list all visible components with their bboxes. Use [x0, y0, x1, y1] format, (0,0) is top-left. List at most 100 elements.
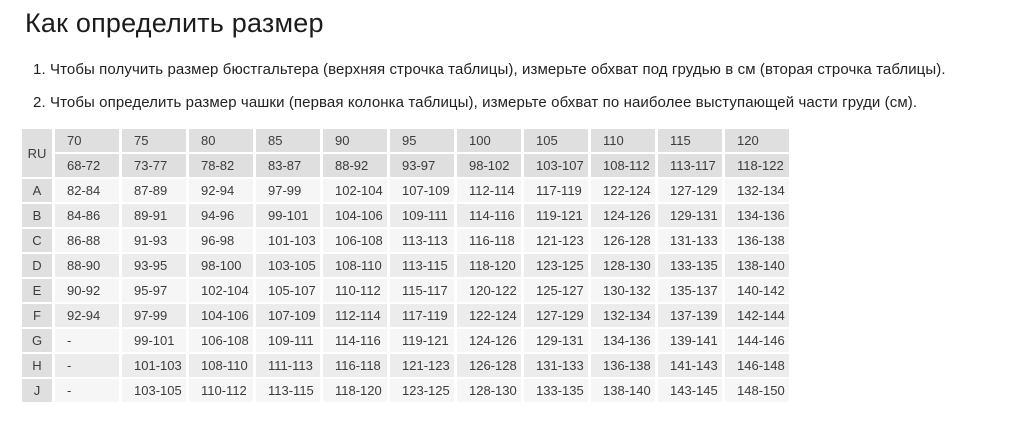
bust-range-cell: 138-140	[725, 254, 789, 277]
bust-range-cell: 139-141	[658, 329, 722, 352]
cup-row-F: F 92-94 97-99 104-106 107-109 112-114 117-119 1…	[22, 304, 789, 327]
bust-range-cell: 131-133	[524, 354, 588, 377]
bust-range-cell: 116-118	[457, 229, 521, 252]
bust-range-cell: 127-129	[524, 304, 588, 327]
bust-range-cell: 109-111	[256, 329, 320, 352]
cup-row-H: H -101-103 108-110 111-113 116-118 121-123 126…	[22, 354, 789, 377]
bust-range-cell: 134-136	[725, 204, 789, 227]
bust-range-cell: 133-135	[658, 254, 722, 277]
bust-range-cell: 97-99	[122, 304, 186, 327]
bust-range-cell: 148-150	[725, 379, 789, 402]
bust-range-cell: 144-146	[725, 329, 789, 352]
bust-range-cell: 116-118	[323, 354, 387, 377]
bust-range-cell: 132-134	[725, 179, 789, 202]
underbust-range-cell: 113-117	[658, 154, 722, 177]
instruction-step-1: 1. Чтобы получить размер бюстгальтера (в…	[33, 61, 946, 78]
bust-range-cell: 142-144	[725, 304, 789, 327]
bust-range-cell: 134-136	[591, 329, 655, 352]
bust-range-cell: 123-125	[390, 379, 454, 402]
bust-range-cell: 126-128	[457, 354, 521, 377]
bust-range-cell: 126-128	[591, 229, 655, 252]
instructions-list: 1. Чтобы получить размер бюстгальтера (в…	[33, 61, 1024, 111]
bust-range-cell: 120-122	[457, 279, 521, 302]
bust-range-cell: 114-116	[323, 329, 387, 352]
bust-range-cell: 136-138	[725, 229, 789, 252]
bust-range-cell: 129-131	[524, 329, 588, 352]
band-size-header-row: RU 70 75 80 85 90 95 100 105 110 115 120	[22, 129, 789, 177]
bust-range-cell: 124-126	[591, 204, 655, 227]
band-size-header: 115	[658, 129, 722, 152]
page-title: Как определить размер	[25, 8, 324, 38]
bust-range-cell: 107-109	[390, 179, 454, 202]
underbust-range-cell: 68-72	[55, 154, 119, 177]
band-size-header: 80	[189, 129, 253, 152]
bust-range-cell: 129-131	[658, 204, 722, 227]
cup-row-A: A 82-84 87-89 92-94 97-99 102-104 107-109 112-1…	[22, 179, 789, 202]
instruction-step-2: 2. Чтобы определить размер чашки (первая…	[33, 94, 918, 111]
bust-range-cell: 108-110	[189, 354, 253, 377]
band-size-header: 85	[256, 129, 320, 152]
bust-range-cell: 104-106	[323, 204, 387, 227]
bust-range-cell: 113-115	[390, 254, 454, 277]
bust-range-cell: 93-95	[122, 254, 186, 277]
band-size-header: 75	[122, 129, 186, 152]
underbust-range-row: 68-72 73-77 78-82 83-87 88-92 93-97 98-102 103-…	[22, 154, 789, 177]
bust-range-cell: 122-124	[591, 179, 655, 202]
band-size-header: 120	[725, 129, 789, 152]
cup-row-D: D 88-90 93-95 98-100 103-105 108-110 113-115 11…	[22, 254, 789, 277]
bust-range-cell: 119-121	[524, 204, 588, 227]
bust-range-cell: -	[55, 354, 119, 377]
bust-range-cell: 110-112	[189, 379, 253, 402]
band-size-header: 90	[323, 129, 387, 152]
cup-label: G	[22, 329, 52, 352]
bust-range-cell: 99-101	[256, 204, 320, 227]
bust-range-cell: 111-113	[256, 354, 320, 377]
bust-range-cell: 132-134	[591, 304, 655, 327]
bust-range-cell: 138-140	[591, 379, 655, 402]
bust-range-cell: 87-89	[122, 179, 186, 202]
bust-range-cell: 109-111	[390, 204, 454, 227]
bust-range-cell: 88-90	[55, 254, 119, 277]
bust-range-cell: 115-117	[390, 279, 454, 302]
bust-range-cell: 101-103	[256, 229, 320, 252]
cup-label: A	[22, 179, 52, 202]
bust-range-cell: 82-84	[55, 179, 119, 202]
bust-range-cell: 105-107	[256, 279, 320, 302]
bust-range-cell: 90-92	[55, 279, 119, 302]
band-size-header: 95	[390, 129, 454, 152]
bust-range-cell: 136-138	[591, 354, 655, 377]
bust-range-cell: 117-119	[524, 179, 588, 202]
bust-range-cell: 133-135	[524, 379, 588, 402]
band-size-header: 105	[524, 129, 588, 152]
band-size-header: 100	[457, 129, 521, 152]
bust-range-cell: 119-121	[390, 329, 454, 352]
bust-range-cell: 131-133	[658, 229, 722, 252]
bust-range-cell: 125-127	[524, 279, 588, 302]
cup-row-G: G -99-101 106-108 109-111 114-116 119-121 124-…	[22, 329, 789, 352]
bust-range-cell: 104-106	[189, 304, 253, 327]
underbust-range-cell: 83-87	[256, 154, 320, 177]
bust-range-cell: 84-86	[55, 204, 119, 227]
underbust-range-cell: 103-107	[524, 154, 588, 177]
bust-range-cell: 113-115	[256, 379, 320, 402]
underbust-range-cell: 118-122	[725, 154, 789, 177]
bust-range-cell: 101-103	[122, 354, 186, 377]
bust-range-cell: 113-113	[390, 229, 454, 252]
bust-range-cell: 97-99	[256, 179, 320, 202]
cup-label: D	[22, 254, 52, 277]
bust-range-cell: 106-108	[189, 329, 253, 352]
cup-label: E	[22, 279, 52, 302]
cup-row-E: E 90-92 95-97 102-104 105-107 110-112 115-117 1…	[22, 279, 789, 302]
cup-label: B	[22, 204, 52, 227]
cup-label: C	[22, 229, 52, 252]
bust-range-cell: -	[55, 329, 119, 352]
cup-label: F	[22, 304, 52, 327]
bust-range-cell: 123-125	[524, 254, 588, 277]
cup-row-J: J -103-105 110-112 113-115 118-120 123-125 128…	[22, 379, 789, 402]
bust-range-cell: 91-93	[122, 229, 186, 252]
bust-range-cell: 135-137	[658, 279, 722, 302]
bust-range-cell: 102-104	[189, 279, 253, 302]
bust-range-cell: 140-142	[725, 279, 789, 302]
bust-range-cell: 86-88	[55, 229, 119, 252]
bust-range-cell: 99-101	[122, 329, 186, 352]
